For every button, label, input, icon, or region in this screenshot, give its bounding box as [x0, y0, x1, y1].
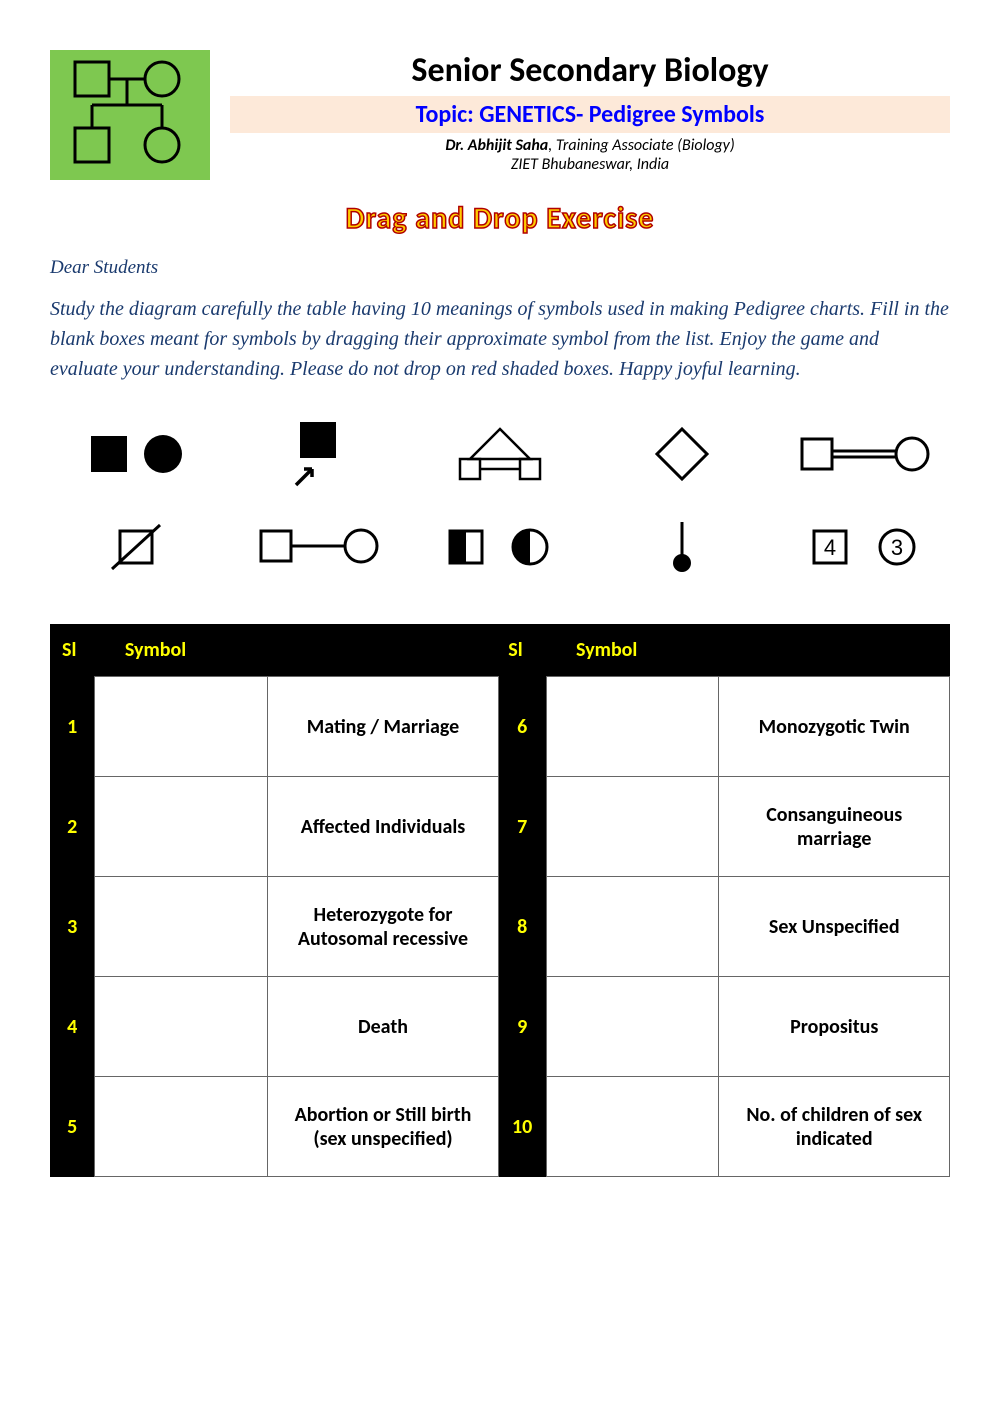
meaning-cell: Monozygotic Twin: [719, 677, 950, 777]
page-title: Senior Secondary Biology: [230, 50, 950, 91]
symbol-drop-zone[interactable]: [95, 777, 268, 877]
table-row: 5 Abortion or Still birth (sex unspecifie…: [50, 1077, 950, 1177]
header-sl-right: Sl: [498, 624, 546, 677]
row-number: 6: [498, 677, 546, 777]
header-content: Senior Secondary Biology Topic: GENETICS…: [230, 50, 950, 180]
author-name: Dr. Abhijit Saha: [445, 136, 548, 155]
symbol-drop-zone[interactable]: [546, 1077, 719, 1177]
row-number: 9: [498, 977, 546, 1077]
row-number: 1: [50, 677, 95, 777]
instructions-text: Study the diagram carefully the table ha…: [50, 294, 950, 384]
heterozygote-symbol[interactable]: [414, 509, 586, 584]
symbol-drop-zone[interactable]: [95, 877, 268, 977]
exercise-title: Drag and Drop Exercise: [50, 200, 950, 237]
meaning-cell: No. of children of sex indicated: [719, 1077, 950, 1177]
author-line: Dr. Abhijit Saha, Training Associate (Bi…: [230, 136, 950, 155]
symbol-drop-zone[interactable]: [95, 1077, 268, 1177]
header-sl-left: Sl: [50, 624, 95, 677]
table-row: 4 Death9 Propositus: [50, 977, 950, 1077]
symbol-drop-zone[interactable]: [546, 677, 719, 777]
svg-text:3: 3: [891, 535, 903, 560]
table-row: 2 Affected Individuals7 Consanguineous mar…: [50, 777, 950, 877]
meaning-cell: Sex Unspecified: [719, 877, 950, 977]
topic-bar: Topic: GENETICS- Pedigree Symbols: [230, 96, 950, 133]
author-role: , Training Associate (Biology): [548, 136, 734, 155]
meaning-cell: Propositus: [719, 977, 950, 1077]
logo-pedigree-icon: [50, 50, 210, 180]
affected-individuals-symbol[interactable]: [50, 409, 222, 499]
abortion-symbol[interactable]: [596, 509, 768, 584]
meaning-cell: Heterozygote for Autosomal recessive: [268, 877, 499, 977]
greeting-text: Dear Students: [50, 257, 950, 279]
meaning-cell: Affected Individuals: [268, 777, 499, 877]
svg-text:4: 4: [824, 535, 836, 560]
table-header-row: Sl Symbol Sl Symbol: [50, 624, 950, 677]
row-number: 3: [50, 877, 95, 977]
symbol-drop-zone[interactable]: [95, 977, 268, 1077]
row-number: 7: [498, 777, 546, 877]
symbol-drop-zone[interactable]: [95, 677, 268, 777]
table-row: 3 Heterozygote for Autosomal recessive8 Se…: [50, 877, 950, 977]
meaning-cell: Consanguineous marriage: [719, 777, 950, 877]
symbol-drop-zone[interactable]: [546, 877, 719, 977]
draggable-symbols-grid: 4 3: [50, 409, 950, 584]
meaning-cell: Mating / Marriage: [268, 677, 499, 777]
header-row: Senior Secondary Biology Topic: GENETICS…: [50, 50, 950, 180]
consanguineous-symbol[interactable]: [778, 409, 950, 499]
row-number: 8: [498, 877, 546, 977]
meaning-cell: Abortion or Still birth (sex unspecified…: [268, 1077, 499, 1177]
row-number: 4: [50, 977, 95, 1077]
row-number: 2: [50, 777, 95, 877]
table-row: 1 Mating / Marriage6 Monozygotic Twin: [50, 677, 950, 777]
header-symbol-left: Symbol: [95, 624, 498, 677]
symbol-drop-zone[interactable]: [546, 977, 719, 1077]
answer-table: Sl Symbol Sl Symbol 1 Mating / Marriage6 M…: [50, 624, 950, 1177]
sex-unspecified-symbol[interactable]: [596, 409, 768, 499]
monozygotic-twin-symbol[interactable]: [414, 409, 586, 499]
mating-symbol[interactable]: [232, 509, 404, 584]
children-count-symbol[interactable]: 4 3: [778, 509, 950, 584]
propositus-symbol[interactable]: [232, 409, 404, 499]
death-symbol[interactable]: [50, 509, 222, 584]
header-symbol-right: Symbol: [546, 624, 949, 677]
institute-line: ZIET Bhubaneswar, India: [230, 155, 950, 174]
meaning-cell: Death: [268, 977, 499, 1077]
row-number: 10: [498, 1077, 546, 1177]
row-number: 5: [50, 1077, 95, 1177]
symbol-drop-zone[interactable]: [546, 777, 719, 877]
